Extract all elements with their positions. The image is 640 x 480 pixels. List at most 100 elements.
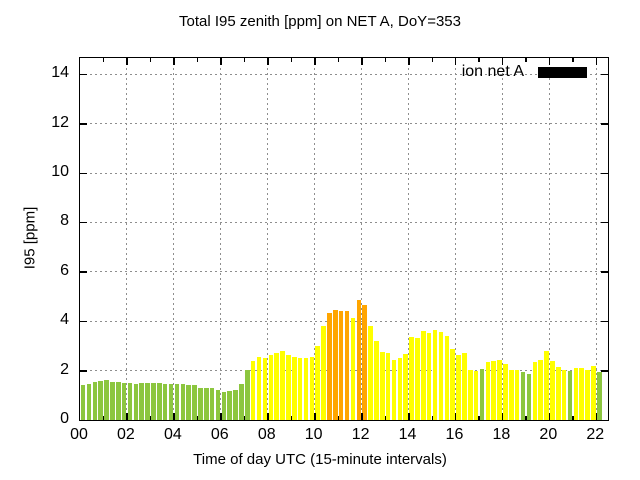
bar	[556, 366, 561, 420]
bar	[133, 383, 139, 420]
bar	[350, 317, 356, 420]
bar	[286, 354, 291, 420]
bar	[409, 336, 414, 420]
legend-swatch-icon	[538, 66, 587, 78]
x-tick-bottom	[384, 416, 387, 420]
x-tick-bottom	[454, 413, 457, 420]
bar	[462, 352, 467, 420]
bar	[473, 370, 479, 420]
x-tick-label: 12	[351, 426, 370, 443]
x-tick-top	[149, 58, 152, 62]
x-tick-bottom	[243, 416, 246, 420]
v-gridline	[454, 58, 456, 420]
bar	[415, 338, 420, 420]
x-tick-label: 14	[398, 426, 417, 443]
x-tick-bottom	[337, 416, 340, 420]
bar	[104, 379, 109, 420]
x-tick-label: 04	[163, 426, 182, 443]
x-tick-bottom	[290, 416, 293, 420]
x-tick-top	[290, 58, 293, 62]
bar	[110, 381, 115, 420]
bar	[86, 384, 92, 420]
y-tick-label: 10	[51, 163, 69, 181]
bar	[239, 384, 244, 420]
x-tick-top	[126, 58, 128, 65]
bar	[268, 354, 274, 420]
x-tick-bottom	[149, 416, 152, 420]
y-tick-left	[80, 370, 87, 372]
x-tick-top	[102, 58, 105, 62]
x-tick-label: 06	[210, 426, 229, 443]
y-tick-right	[601, 123, 608, 125]
bar	[157, 383, 162, 420]
x-tick-top	[525, 58, 527, 62]
bar	[297, 358, 303, 420]
x-tick-top	[220, 58, 222, 65]
v-gridline	[408, 58, 410, 420]
x-tick-bottom	[173, 413, 175, 420]
bar	[315, 345, 320, 420]
v-gridline	[173, 58, 175, 420]
bar	[321, 326, 326, 420]
bar	[403, 353, 408, 420]
bar	[561, 369, 567, 420]
bar	[567, 370, 573, 420]
x-tick-top	[548, 58, 551, 65]
y-tick-left	[80, 221, 87, 224]
bar	[145, 382, 150, 420]
x-tick-label: 02	[117, 426, 135, 443]
y-tick-right	[601, 320, 608, 323]
v-gridline	[501, 58, 503, 420]
x-tick-bottom	[572, 416, 574, 420]
bar	[274, 352, 279, 420]
x-tick-bottom	[126, 413, 128, 420]
bar	[591, 365, 596, 420]
x-tick-top	[384, 58, 387, 62]
bar	[573, 367, 579, 420]
bar	[362, 305, 367, 420]
y-tick-left	[80, 73, 87, 76]
bar	[550, 361, 555, 420]
x-tick-bottom	[595, 413, 598, 420]
y-tick-right	[601, 271, 608, 273]
x-tick-label: 10	[304, 426, 323, 443]
x-tick-top	[243, 58, 246, 62]
bar	[168, 383, 174, 420]
y-tick-label: 6	[60, 261, 69, 279]
y-tick-label: 0	[60, 410, 69, 427]
y-tick-label: 14	[51, 64, 69, 82]
bar	[421, 330, 426, 420]
legend: ion net A	[462, 64, 587, 80]
v-gridline	[595, 58, 597, 420]
v-gridline	[361, 58, 363, 420]
x-tick-bottom	[314, 413, 316, 420]
bar	[344, 311, 350, 420]
y-tick-left	[80, 123, 87, 125]
bar	[544, 351, 549, 420]
h-gridline	[80, 172, 608, 174]
bar	[209, 388, 215, 420]
bar	[532, 362, 538, 420]
bar	[204, 388, 209, 420]
bar	[491, 361, 496, 420]
x-tick-label: 16	[445, 426, 464, 443]
x-tick-label: 20	[539, 426, 558, 443]
x-tick-bottom	[501, 413, 504, 420]
y-tick-right	[601, 73, 608, 76]
x-tick-bottom	[431, 416, 433, 420]
bar	[309, 356, 315, 420]
bar	[526, 374, 532, 420]
bar	[192, 384, 197, 420]
bar	[139, 382, 144, 420]
y-tick-right	[601, 221, 608, 224]
bar	[468, 369, 473, 420]
x-tick-bottom	[267, 413, 269, 420]
x-tick-top	[478, 58, 480, 62]
h-gridline	[80, 370, 608, 372]
x-tick-label: 22	[586, 426, 605, 443]
bar	[374, 341, 379, 420]
x-tick-top	[361, 58, 363, 65]
bar	[303, 357, 309, 420]
v-gridline	[126, 58, 128, 420]
x-tick-bottom	[525, 416, 527, 420]
